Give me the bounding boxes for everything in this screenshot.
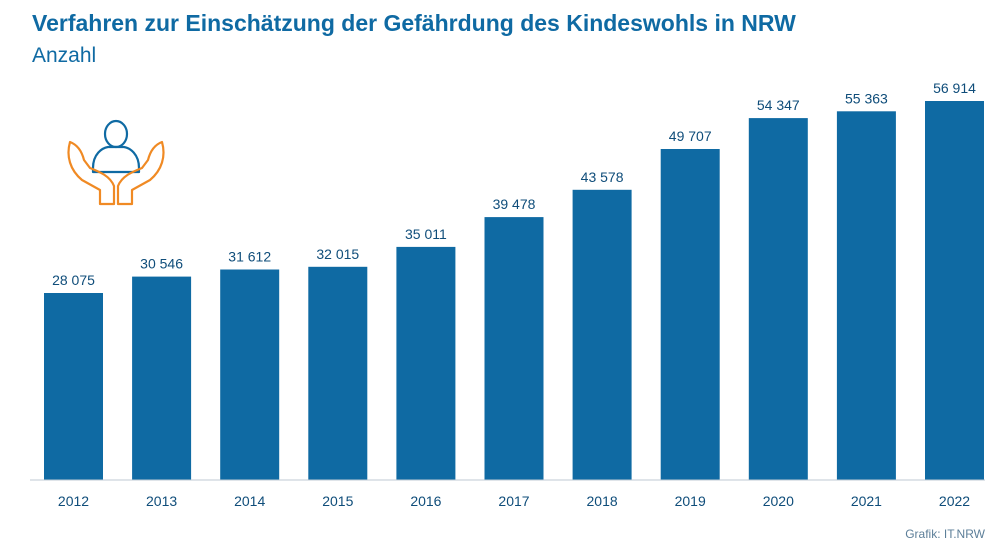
x-tick-2013: 2013: [146, 493, 177, 509]
x-tick-2019: 2019: [675, 493, 706, 509]
bar-2012: [44, 293, 103, 480]
bars: [44, 101, 984, 481]
x-tick-2015: 2015: [322, 493, 353, 509]
chart-title: Verfahren zur Einschätzung der Gefährdun…: [32, 10, 796, 36]
x-tick-2018: 2018: [587, 493, 618, 509]
person-icon: [91, 119, 141, 174]
x-tick-2012: 2012: [58, 493, 89, 509]
value-label-2015: 32 015: [316, 246, 359, 262]
x-tick-2014: 2014: [234, 493, 265, 509]
bar-2018: [572, 189, 632, 481]
bar-2017: [484, 217, 544, 480]
bar-2016: [396, 246, 456, 480]
value-label-2020: 54 347: [757, 97, 800, 113]
value-labels: 28 075 30 546 31 612 32 015 35 011 39 478 43 5…: [52, 80, 976, 288]
child-protection-icon: [67, 119, 165, 206]
x-tick-2022: 2022: [939, 493, 970, 509]
x-tick-2021: 2021: [851, 493, 882, 509]
value-label-2017: 39 478: [493, 196, 536, 212]
bar-2020: [748, 118, 808, 480]
chart-subtitle: Anzahl: [32, 44, 97, 67]
hands-icon: [67, 140, 165, 206]
x-axis-ticks: 2012 2013 2014 2015 2016 2017 2018 2019 2020 2021…: [58, 493, 970, 509]
value-label-2014: 31 612: [228, 249, 271, 265]
x-tick-2016: 2016: [410, 493, 441, 509]
x-tick-2017: 2017: [498, 493, 529, 509]
value-label-2021: 55 363: [845, 90, 888, 106]
value-label-2018: 43 578: [581, 169, 624, 185]
bar-2013: [132, 276, 192, 480]
source-note: Grafik: IT.NRW: [905, 527, 985, 541]
x-tick-2020: 2020: [763, 493, 794, 509]
value-label-2019: 49 707: [669, 128, 712, 144]
value-label-2013: 30 546: [140, 256, 183, 272]
bar-2015: [308, 266, 368, 480]
bar-2014: [220, 269, 280, 480]
bar-2022: [925, 101, 984, 480]
bar-2019: [660, 149, 720, 480]
bar-2021: [836, 111, 896, 481]
value-label-2012: 28 075: [52, 272, 95, 288]
value-label-2022: 56 914: [933, 80, 976, 96]
value-label-2016: 35 011: [405, 226, 447, 242]
